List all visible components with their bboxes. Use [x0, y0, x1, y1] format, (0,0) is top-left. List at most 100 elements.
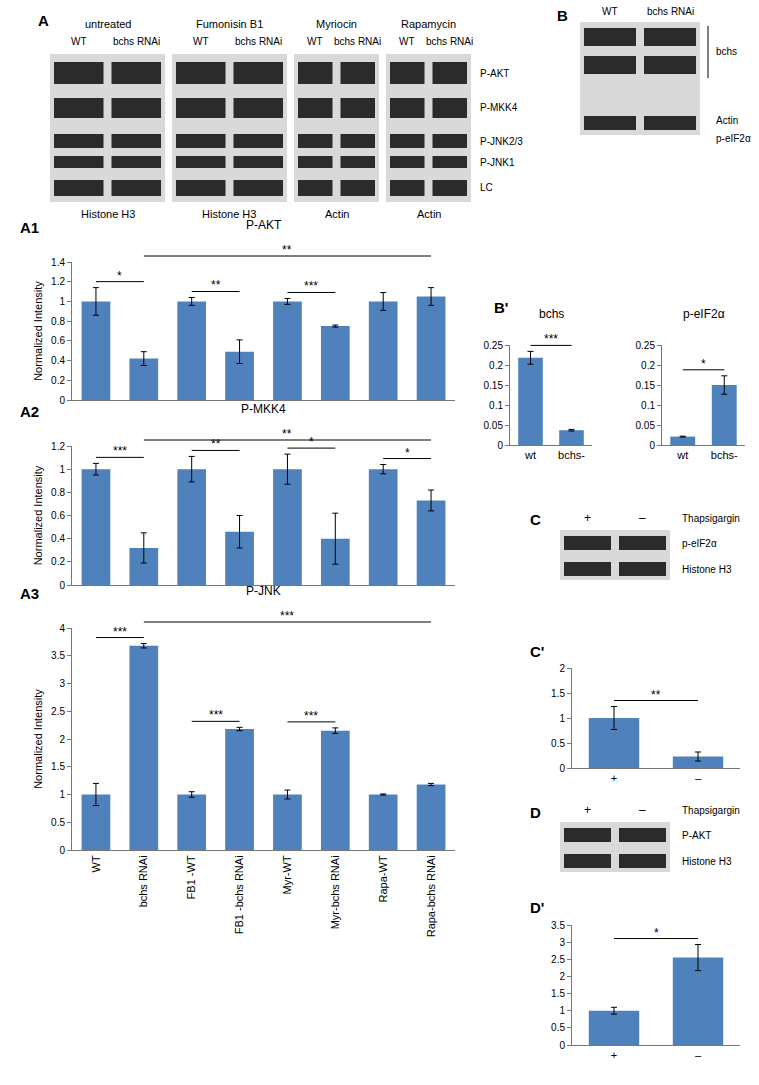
svg-text:bchs RNAi: bchs RNAi: [426, 36, 473, 47]
svg-text:P-MKK4: P-MKK4: [241, 402, 286, 416]
svg-text:WT: WT: [71, 36, 87, 47]
svg-text:LC: LC: [480, 182, 493, 193]
svg-text:4: 4: [59, 623, 65, 634]
svg-text:FB1 -WT: FB1 -WT: [185, 855, 197, 899]
svg-text:Myr-WT: Myr-WT: [281, 855, 293, 894]
svg-text:0.2: 0.2: [641, 360, 655, 371]
svg-text:D: D: [530, 804, 541, 821]
svg-text:P-AKT: P-AKT: [682, 830, 711, 841]
svg-text:*: *: [701, 357, 706, 371]
svg-text:P-JNK: P-JNK: [246, 584, 281, 598]
svg-text:WT: WT: [90, 855, 102, 872]
svg-text:P-JNK1: P-JNK1: [480, 157, 515, 168]
svg-text:A: A: [38, 12, 49, 29]
svg-text:bchs: bchs: [716, 46, 737, 57]
svg-text:1.5: 1.5: [51, 761, 65, 772]
svg-text:untreated: untreated: [85, 18, 131, 30]
svg-text:P-JNK2/3: P-JNK2/3: [480, 136, 523, 147]
svg-text:0: 0: [59, 395, 65, 406]
svg-text:P-MKK4: P-MKK4: [480, 102, 518, 113]
svg-text:***: ***: [304, 279, 318, 293]
svg-text:1.2: 1.2: [51, 441, 65, 452]
svg-text:2.5: 2.5: [551, 954, 565, 965]
svg-text:bchs RNAi: bchs RNAi: [647, 6, 694, 17]
svg-text:P-AKT: P-AKT: [246, 218, 282, 232]
svg-text:B: B: [557, 7, 568, 24]
svg-text:0: 0: [559, 1040, 565, 1051]
svg-text:Fumonisin B1: Fumonisin B1: [196, 18, 263, 30]
svg-text:2: 2: [59, 734, 65, 745]
svg-text:Normalized Intensity: Normalized Intensity: [32, 689, 44, 789]
svg-text:3.5: 3.5: [51, 650, 65, 661]
svg-text:–: –: [639, 511, 646, 525]
svg-text:***: ***: [113, 625, 127, 639]
svg-text:1: 1: [559, 713, 565, 724]
svg-text:A2: A2: [20, 403, 39, 420]
svg-text:0.2: 0.2: [51, 556, 65, 567]
svg-text:0.5: 0.5: [551, 1022, 565, 1033]
svg-text:***: ***: [280, 609, 294, 623]
svg-text:Histone H3: Histone H3: [682, 564, 732, 575]
svg-text:**: **: [282, 243, 292, 257]
svg-text:Normalized Intensity: Normalized Intensity: [32, 281, 44, 381]
svg-text:0.6: 0.6: [51, 335, 65, 346]
svg-text:***: ***: [113, 444, 127, 458]
svg-text:1.5: 1.5: [551, 688, 565, 699]
svg-text:Myriocin: Myriocin: [316, 18, 357, 30]
svg-text:Histone H3: Histone H3: [682, 856, 732, 867]
svg-text:WT: WT: [399, 36, 415, 47]
svg-text:0.15: 0.15: [484, 380, 504, 391]
svg-text:bchs: bchs: [539, 307, 564, 321]
svg-text:p-eIF2α: p-eIF2α: [716, 133, 751, 144]
svg-text:A1: A1: [20, 219, 39, 236]
svg-text:p-eIF2α: p-eIF2α: [682, 538, 717, 549]
svg-text:0.15: 0.15: [636, 380, 656, 391]
svg-text:0: 0: [497, 440, 503, 451]
svg-text:0.25: 0.25: [484, 340, 504, 351]
svg-text:bchs-: bchs-: [558, 449, 585, 461]
svg-text:1.4: 1.4: [51, 257, 65, 268]
svg-text:Actin: Actin: [417, 208, 441, 220]
svg-text:bchs RNAi: bchs RNAi: [113, 36, 160, 47]
svg-text:WT: WT: [193, 36, 209, 47]
svg-text:+: +: [611, 772, 617, 784]
svg-text:–: –: [695, 1049, 702, 1061]
svg-text:3.5: 3.5: [551, 920, 565, 931]
svg-text:–: –: [695, 772, 702, 784]
svg-text:3: 3: [59, 678, 65, 689]
svg-text:Actin: Actin: [716, 115, 738, 126]
svg-text:C: C: [530, 511, 541, 528]
svg-text:0.1: 0.1: [641, 400, 655, 411]
svg-text:0.5: 0.5: [551, 738, 565, 749]
svg-text:WT: WT: [602, 6, 618, 17]
svg-text:p-eIF2α: p-eIF2α: [683, 307, 725, 321]
svg-text:wt: wt: [524, 449, 536, 461]
svg-text:+: +: [584, 511, 591, 525]
svg-text:Rapamycin: Rapamycin: [401, 18, 456, 30]
svg-text:FB1 -bchs RNAi: FB1 -bchs RNAi: [233, 855, 245, 934]
svg-text:0.05: 0.05: [484, 420, 504, 431]
svg-text:*: *: [405, 446, 410, 460]
svg-text:2.5: 2.5: [51, 706, 65, 717]
svg-text:0: 0: [649, 440, 655, 451]
svg-text:bchs RNAi: bchs RNAi: [235, 36, 282, 47]
svg-text:0.05: 0.05: [636, 420, 656, 431]
svg-text:0.1: 0.1: [489, 400, 503, 411]
svg-text:Thapsigargin: Thapsigargin: [682, 805, 740, 816]
svg-text:bchs RNAi: bchs RNAi: [137, 855, 149, 907]
svg-text:WT: WT: [307, 36, 323, 47]
svg-text:*: *: [309, 435, 314, 449]
svg-text:–: –: [639, 803, 646, 817]
svg-text:Rapa-WT: Rapa-WT: [377, 855, 389, 902]
svg-text:0.8: 0.8: [51, 316, 65, 327]
svg-text:***: ***: [544, 332, 558, 346]
svg-text:Histone H3: Histone H3: [81, 208, 135, 220]
svg-text:wt: wt: [676, 449, 688, 461]
svg-text:P-AKT: P-AKT: [480, 68, 509, 79]
svg-text:0.2: 0.2: [489, 360, 503, 371]
svg-text:Rapa-bchs RNAi: Rapa-bchs RNAi: [425, 855, 437, 937]
svg-text:C': C': [530, 643, 544, 660]
svg-text:***: ***: [304, 709, 318, 723]
svg-text:A3: A3: [20, 585, 39, 602]
svg-text:Normalized Intensity: Normalized Intensity: [32, 465, 44, 565]
